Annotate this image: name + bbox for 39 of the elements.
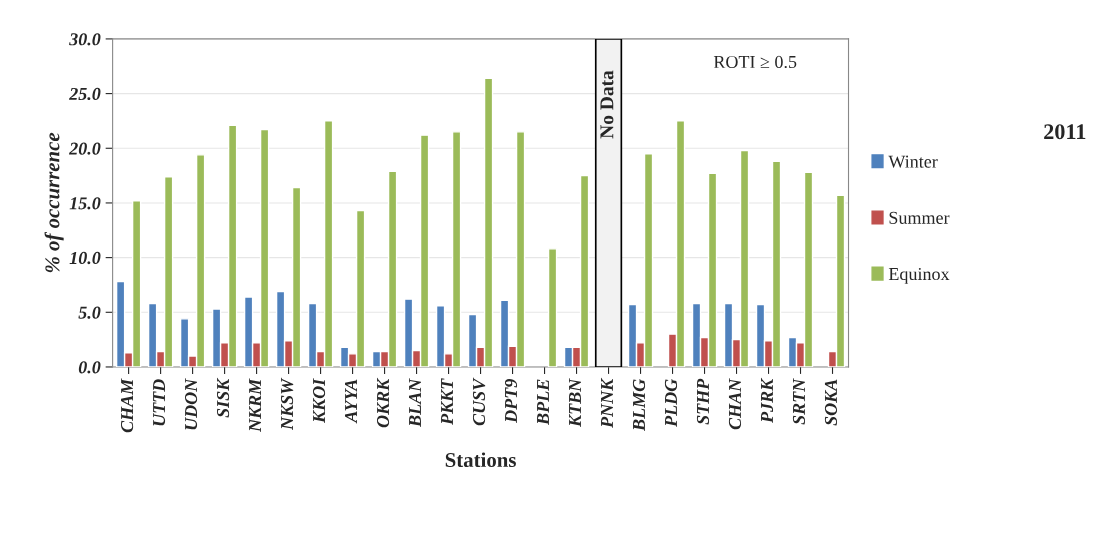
x-tick-label: SRTN xyxy=(792,378,806,425)
y-tick-label: 0.0 xyxy=(78,361,101,374)
x-tick-label: NKRM xyxy=(249,378,261,433)
x-tick-label: PLDG xyxy=(664,378,678,427)
y-tick-label: 30.0 xyxy=(69,33,101,46)
x-tick-label: PKKT xyxy=(441,378,453,425)
y-tick-label: 25.0 xyxy=(68,87,101,101)
x-tick-label: CUSV xyxy=(472,377,486,426)
x-tick-label: CHAM xyxy=(121,378,134,433)
y-tick-label: 5.0 xyxy=(78,306,101,319)
x-tick-label: UDON xyxy=(184,378,198,430)
legend-label: Equinox xyxy=(888,267,950,284)
x-tick-label: AYYA xyxy=(345,379,357,424)
x-tick-label: UTTD xyxy=(153,379,166,426)
x-tick-label: CHAN xyxy=(728,378,742,430)
x-tick-label: BLAN xyxy=(409,378,421,428)
legend-label: Winter xyxy=(888,155,938,168)
x-tick-label: SOKA xyxy=(824,379,838,426)
annotation: ROTI ≥ 0.5 xyxy=(713,55,797,69)
x-tick-label: KTBN xyxy=(569,378,581,428)
x-tick-label: DPT9 xyxy=(504,379,518,424)
x-tick-label: KKOI xyxy=(312,378,326,424)
x-axis-title: Stations xyxy=(445,452,516,468)
x-tick-label: BPLE xyxy=(537,379,549,426)
x-tick-label: STHP xyxy=(696,378,710,425)
x-tick-label: PJRK xyxy=(761,377,774,423)
x-tick-label: PNNK xyxy=(601,377,613,428)
x-tick-label: OKRK xyxy=(376,377,390,428)
x-tick-label: BLMG xyxy=(632,378,646,432)
y-tick-label: 20.0 xyxy=(68,142,101,155)
band-label: No Data xyxy=(600,70,614,139)
y-tick-label: 10.0 xyxy=(69,251,101,265)
bar xyxy=(547,248,558,367)
x-tick-label: NKSW xyxy=(280,377,294,431)
y-axis-title: % of occurrence xyxy=(44,132,64,273)
y-tick-label: 15.0 xyxy=(69,197,101,210)
x-tick-label: SISK xyxy=(216,377,230,418)
text: 2011 xyxy=(1044,124,1086,140)
legend-label: Summer xyxy=(889,211,950,224)
